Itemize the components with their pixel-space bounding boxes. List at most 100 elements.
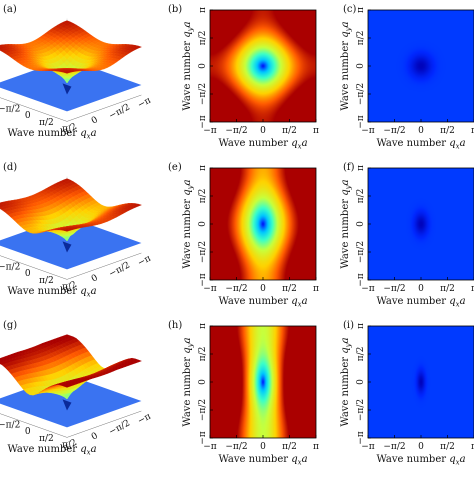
x-tick-label: π	[313, 284, 319, 294]
x-tick-label: 0	[418, 284, 424, 294]
x-tick-label: −π/2	[225, 126, 247, 136]
x-tick-label: 0	[25, 269, 31, 279]
panel-label: (b)	[168, 4, 182, 15]
x-tick-label: −π/2	[0, 263, 20, 273]
y-tick-label: π	[356, 165, 366, 171]
y-tick-label: 0	[198, 63, 208, 69]
x-axis-label: Wave number qxa	[376, 138, 465, 151]
y-tick-label: 0	[90, 431, 100, 443]
heatmap-image	[368, 326, 474, 438]
y-tick-label: 0	[198, 379, 208, 385]
x-tick-label: 0	[25, 111, 31, 121]
y-tick-label: −π/2	[198, 83, 208, 105]
panel-label: (d)	[3, 162, 17, 173]
y-tick-label: 0	[356, 379, 366, 385]
x-axis-label: Wave number qxa	[376, 454, 465, 467]
y-tick-label: −π	[198, 115, 208, 129]
y-tick-label: −π	[198, 273, 208, 287]
upper-band-surface	[0, 179, 141, 241]
y-tick-label: π/2	[356, 347, 366, 362]
heatmap-image	[368, 168, 474, 280]
y-axis-label: Wave number qya	[182, 179, 195, 268]
y-tick-label: π/2	[356, 31, 366, 46]
heatmap-image	[210, 10, 316, 122]
y-tick-label: 0	[356, 221, 366, 227]
x-axis-label: Wave number qxa	[7, 444, 96, 457]
y-tick-label: −π/2	[108, 260, 132, 279]
y-tick-label: 0	[90, 115, 100, 127]
x-tick-label: −π/2	[225, 442, 247, 452]
panel-label: (g)	[3, 320, 17, 331]
y-tick-label: −π/2	[356, 241, 366, 263]
y-tick-label: −π	[356, 431, 366, 445]
panel-label: (f)	[343, 162, 355, 173]
panel-label: (a)	[3, 4, 17, 15]
y-tick-label: −π/2	[108, 102, 132, 121]
panel-label: (h)	[168, 320, 182, 331]
x-tick-label: π	[313, 126, 319, 136]
x-tick-label: −π/2	[225, 284, 247, 294]
y-tick-label: π/2	[198, 347, 208, 362]
y-axis-label: Wave number qya	[340, 21, 353, 110]
heatmap-image	[368, 10, 474, 122]
x-axis-label: Wave number qxa	[7, 286, 96, 299]
y-tick-label: π	[356, 7, 366, 13]
y-axis-label: Wave number qya	[182, 337, 195, 426]
x-tick-label: π/2	[440, 442, 455, 452]
y-axis-label: Wave number qya	[340, 337, 353, 426]
y-tick-label: π/2	[198, 31, 208, 46]
y-axis-label: Wave number qya	[182, 21, 195, 110]
x-tick-label: π/2	[440, 284, 455, 294]
y-tick-label: −π	[136, 96, 153, 111]
surface-panel-a: 012345Frequency ω/ω₀−π−π/20π/2π−π−π/20π/…	[0, 19, 153, 141]
y-tick-label: π	[198, 323, 208, 329]
y-tick-label: π/2	[356, 189, 366, 204]
x-tick-label: 0	[418, 442, 424, 452]
x-tick-label: π/2	[282, 442, 297, 452]
y-tick-label: π	[198, 165, 208, 171]
y-tick-label: −π	[136, 254, 153, 269]
x-tick-label: π/2	[440, 126, 455, 136]
upper-band-surface	[0, 21, 141, 83]
heatmap-image	[210, 168, 316, 280]
x-tick-label: π/2	[282, 284, 297, 294]
x-axis-label: Wave number qxa	[218, 138, 307, 151]
x-tick-label: 0	[418, 126, 424, 136]
y-tick-label: π/2	[198, 189, 208, 204]
x-tick-label: π/2	[282, 126, 297, 136]
x-tick-label: π/2	[39, 276, 54, 286]
x-tick-label: −π/2	[383, 126, 405, 136]
y-tick-label: −π	[136, 412, 153, 427]
y-tick-label: π	[198, 7, 208, 13]
y-tick-label: 0	[198, 221, 208, 227]
x-tick-label: −π/2	[0, 421, 20, 431]
y-tick-label: −π/2	[356, 83, 366, 105]
x-tick-label: π/2	[39, 118, 54, 128]
y-tick-label: −π/2	[356, 399, 366, 421]
y-tick-label: −π/2	[198, 241, 208, 263]
y-tick-label: −π	[356, 273, 366, 287]
x-tick-label: 0	[260, 284, 266, 294]
panel-label: (e)	[168, 162, 182, 173]
y-tick-label: −π/2	[198, 399, 208, 421]
panel-label: (c)	[343, 4, 357, 15]
x-axis-label: Wave number qxa	[218, 296, 307, 309]
x-tick-label: −π/2	[383, 442, 405, 452]
y-tick-label: −π/2	[108, 418, 132, 437]
y-tick-label: π	[356, 323, 366, 329]
x-tick-label: 0	[25, 427, 31, 437]
panel-label: (i)	[343, 320, 354, 331]
x-tick-label: 0	[260, 442, 266, 452]
heatmap-image	[210, 326, 316, 438]
surface-panel-g: 012345Frequency ω/ω₀−π−π/20π/2π−π−π/20π/…	[0, 335, 153, 457]
x-tick-label: π/2	[39, 434, 54, 444]
x-axis-label: Wave number qxa	[376, 296, 465, 309]
surface-panel-d: 012345Frequency ω/ω₀−π−π/20π/2π−π−π/20π/…	[0, 177, 153, 299]
x-tick-label: π	[313, 442, 319, 452]
